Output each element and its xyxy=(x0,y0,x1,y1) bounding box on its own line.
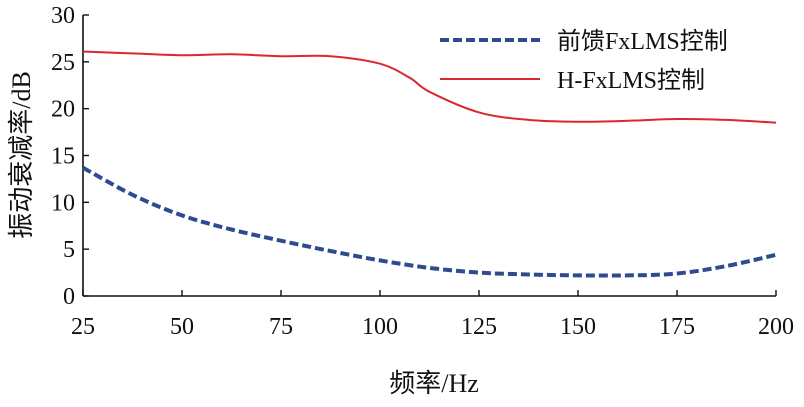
x-tick-label: 150 xyxy=(560,314,596,340)
legend-label-1: 前馈FxLMS控制 xyxy=(557,28,728,55)
y-tick-label: 15 xyxy=(51,144,75,170)
y-tick-label: 5 xyxy=(63,237,75,263)
x-tick-label: 125 xyxy=(461,314,497,340)
axes: 0 5 10 15 20 25 30 25 50 75 100 125 150 175 200 xyxy=(51,3,794,340)
x-axis-title: 频率/Hz xyxy=(389,369,479,398)
y-tick-label: 25 xyxy=(51,50,75,76)
legend-label-2: H-FxLMS控制 xyxy=(557,67,705,94)
series-line-1 xyxy=(82,165,777,278)
x-tick-label: 75 xyxy=(269,314,293,340)
x-tick-label: 200 xyxy=(758,314,794,340)
y-tick-label: 20 xyxy=(51,97,75,123)
series-layer xyxy=(82,50,777,278)
series-line-2 xyxy=(82,50,777,124)
y-tick-label: 30 xyxy=(51,3,75,29)
x-tick-label: 25 xyxy=(71,314,95,340)
x-tick-label: 100 xyxy=(362,314,398,340)
x-tick-label: 175 xyxy=(659,314,695,340)
x-tick-label: 50 xyxy=(170,314,194,340)
y-tick-label: 10 xyxy=(51,190,75,216)
y-axis-title: 振动衰减率/dB xyxy=(7,71,36,239)
y-tick-label: 0 xyxy=(63,284,75,310)
legend: 前馈FxLMS控制 H-FxLMS控制 xyxy=(440,28,728,94)
